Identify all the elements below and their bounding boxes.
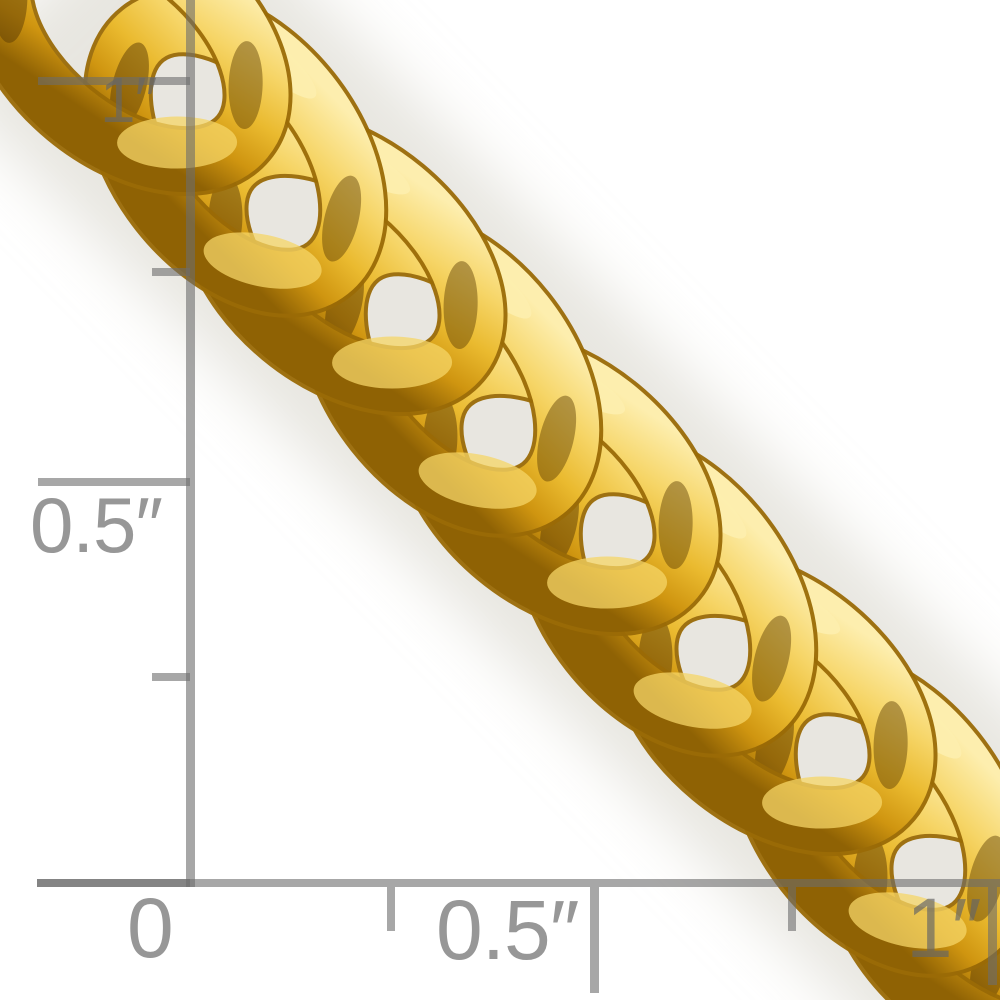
ruler-tick-horizontal-05in — [590, 887, 599, 993]
ruler-tick-vertical-1in — [38, 77, 190, 85]
vertical-ruler-label-1in: 1″ — [100, 64, 157, 136]
ruler-tick-horizontal-025in — [387, 887, 395, 931]
horizontal-ruler-label-1in: 1″ — [906, 881, 981, 975]
ruler-tick-vertical-075in — [152, 268, 190, 276]
ruler-vertical-line — [186, 0, 195, 887]
ruler-tick-vertical-025in — [152, 673, 190, 681]
vertical-ruler-label-05in: 0.5″ — [30, 481, 163, 569]
horizontal-ruler-label-05in: 0.5″ — [436, 883, 580, 977]
horizontal-ruler-label-0: 0 — [127, 881, 174, 975]
ruler-tick-horizontal-075in — [788, 887, 796, 931]
ruler-tick-vertical-0in — [37, 879, 190, 887]
ruler-horizontal-line — [37, 879, 1000, 887]
ruler-tick-horizontal-1in — [988, 887, 997, 985]
ruler-tick-vertical-05in — [38, 478, 190, 486]
